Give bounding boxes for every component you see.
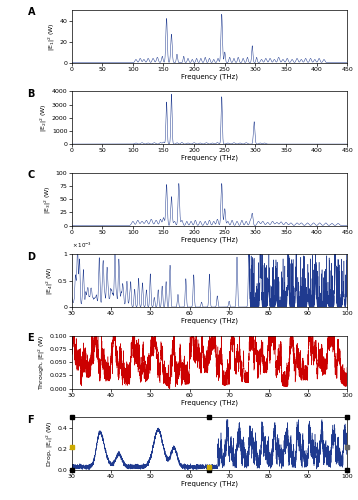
Text: E: E <box>28 334 34 344</box>
Text: C: C <box>28 170 35 180</box>
Text: $\times\,10^{-3}$: $\times\,10^{-3}$ <box>72 241 92 250</box>
X-axis label: Frequency (THz): Frequency (THz) <box>181 318 238 324</box>
X-axis label: Frequency (THz): Frequency (THz) <box>181 480 238 487</box>
X-axis label: Frequency (THz): Frequency (THz) <box>181 399 238 406</box>
Text: A: A <box>28 8 35 18</box>
Text: B: B <box>28 89 35 99</box>
Y-axis label: |E$_3$|$^2$ (W): |E$_3$|$^2$ (W) <box>43 185 53 214</box>
Y-axis label: Through, |E|$^2$ (W): Through, |E|$^2$ (W) <box>37 334 47 390</box>
X-axis label: Frequency (THz): Frequency (THz) <box>181 73 238 80</box>
X-axis label: Frequency (THz): Frequency (THz) <box>181 236 238 242</box>
Text: D: D <box>28 252 35 262</box>
X-axis label: Frequency (THz): Frequency (THz) <box>181 154 238 161</box>
Y-axis label: |E$_2$|$^2$ (W): |E$_2$|$^2$ (W) <box>39 104 49 132</box>
Y-axis label: |E$_4$|$^2$ (W): |E$_4$|$^2$ (W) <box>45 266 55 295</box>
Text: F: F <box>28 415 34 425</box>
Y-axis label: Drop, |E$_t$|$^2$ (W): Drop, |E$_t$|$^2$ (W) <box>44 420 55 467</box>
Y-axis label: |E$_1$|$^2$ (W): |E$_1$|$^2$ (W) <box>47 22 57 50</box>
